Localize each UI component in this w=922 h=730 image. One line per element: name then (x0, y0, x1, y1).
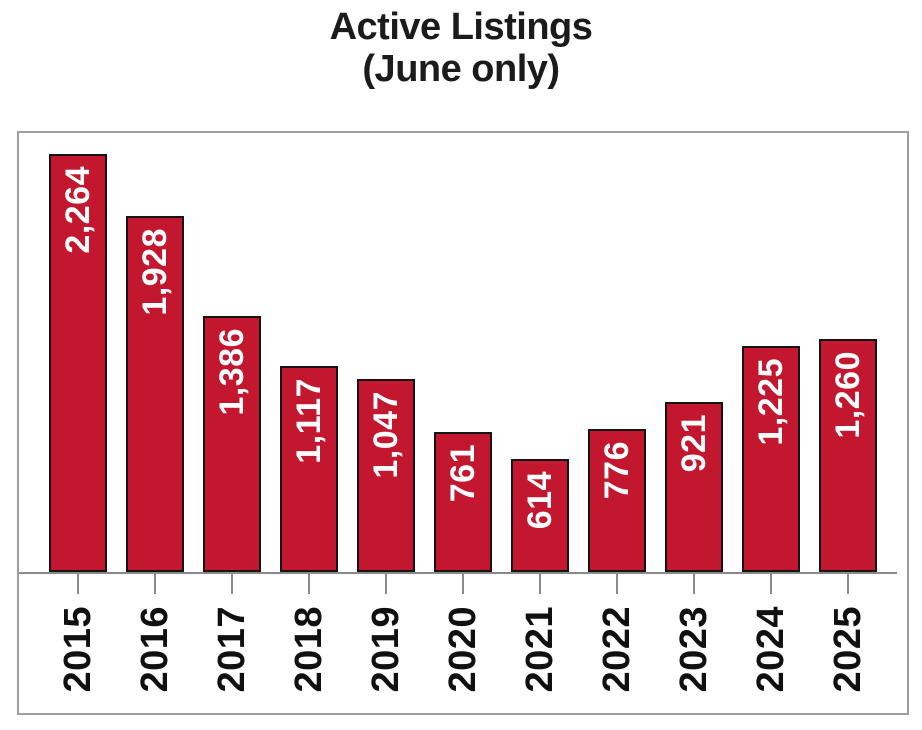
x-axis-label: 2016 (134, 606, 176, 693)
x-axis-label: 2021 (519, 606, 561, 693)
x-axis-label: 2015 (57, 606, 99, 693)
bar-value-label: 614 (521, 471, 559, 530)
bar: 2,264 (49, 154, 107, 572)
axis-tick (693, 574, 695, 594)
bar-slot: 1,047 2019 (357, 133, 415, 713)
bar-slot: 614 2021 (511, 133, 569, 713)
bar-value-label: 1,225 (752, 358, 790, 446)
bar-slot: 1,386 2017 (203, 133, 261, 713)
bar-value-label: 1,386 (213, 328, 251, 416)
bar-slot: 1,928 2016 (126, 133, 184, 713)
axis-tick (231, 574, 233, 594)
bar-slot: 2,264 2015 (49, 133, 107, 713)
bar-slot: 1,225 2024 (742, 133, 800, 713)
axis-tick (385, 574, 387, 594)
bar: 761 (434, 432, 492, 572)
x-axis-label: 2020 (442, 606, 484, 693)
chart-title-line-2: (June only) (362, 48, 560, 90)
bar: 921 (665, 402, 723, 572)
bar-value-label: 1,260 (829, 351, 867, 439)
bar-value-label: 1,047 (367, 391, 405, 479)
axis-tick (154, 574, 156, 594)
bar: 1,225 (742, 346, 800, 572)
bar: 614 (511, 459, 569, 572)
bar-slot: 1,117 2018 (280, 133, 338, 713)
bar-value-label: 1,928 (136, 228, 174, 316)
bar: 1,386 (203, 316, 261, 572)
bar-slot: 761 2020 (434, 133, 492, 713)
axis-tick (847, 574, 849, 594)
bar: 776 (588, 429, 646, 572)
x-axis-label: 2023 (673, 606, 715, 693)
x-axis-label: 2024 (750, 606, 792, 693)
bar: 1,260 (819, 339, 877, 572)
axis-tick (462, 574, 464, 594)
x-axis-line (19, 572, 897, 574)
bar-slot: 921 2023 (665, 133, 723, 713)
bar-slots: 2,264 2015 1,928 2016 1,386 2017 1,117 2018 1,04… (19, 133, 907, 713)
bar-value-label: 921 (675, 414, 713, 473)
bar-value-label: 776 (598, 441, 636, 500)
bar: 1,928 (126, 216, 184, 572)
chart-title-line-1: Active Listings (329, 6, 593, 48)
bar: 1,047 (357, 379, 415, 572)
axis-tick (308, 574, 310, 594)
bar-slot: 1,260 2025 (819, 133, 877, 713)
chart-title: Active Listings (June only) (0, 6, 922, 90)
axis-tick (539, 574, 541, 594)
x-axis-label: 2025 (827, 606, 869, 693)
x-axis-label: 2022 (596, 606, 638, 693)
bar-value-label: 2,264 (59, 166, 97, 254)
x-axis-label: 2018 (288, 606, 330, 693)
bar: 1,117 (280, 366, 338, 572)
axis-tick (770, 574, 772, 594)
axis-tick (616, 574, 618, 594)
bar-slot: 776 2022 (588, 133, 646, 713)
x-axis-label: 2019 (365, 606, 407, 693)
chart-frame: 2,264 2015 1,928 2016 1,386 2017 1,117 2018 1,04… (17, 131, 909, 715)
bar-value-label: 1,117 (290, 378, 328, 464)
x-axis-label: 2017 (211, 606, 253, 693)
bar-value-label: 761 (444, 444, 482, 503)
axis-tick (77, 574, 79, 594)
